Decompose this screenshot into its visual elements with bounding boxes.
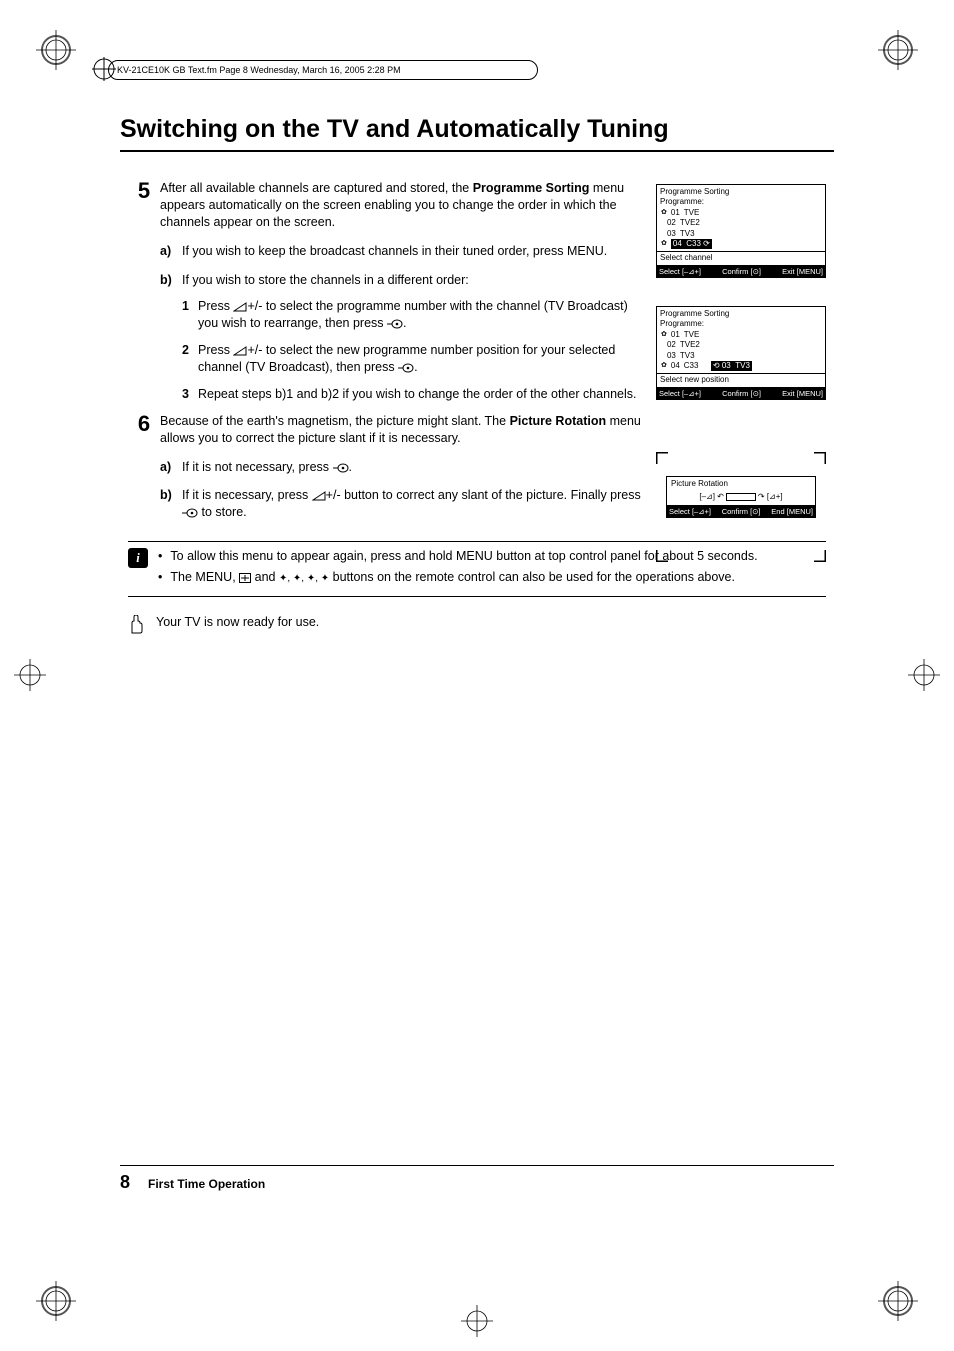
osd-footer: Select [–⊿+]Confirm [⊙]End [MENU] — [667, 505, 815, 517]
osd-row: 03TV3 — [660, 351, 822, 361]
step-intro: After all available channels are capture… — [160, 181, 624, 229]
osd-footer: Select [–⊿+]Confirm [⊙]Exit [MENU] — [657, 265, 825, 278]
registration-mark-icon — [878, 30, 918, 70]
osd-programme-sorting-2: Programme Sorting Programme: ✿01TVE 02TV… — [656, 306, 826, 400]
substep-letter: a) — [160, 243, 182, 260]
registration-mark-icon — [878, 1281, 918, 1321]
substep-text: If you wish to store the channels in a d… — [182, 272, 646, 289]
osd-title: Programme Sorting — [660, 309, 822, 319]
osd-row: 02TVE2 — [660, 218, 822, 228]
substep-text: Press +/- to select the programme number… — [198, 298, 646, 332]
volume-button-icon — [233, 346, 247, 356]
osd-row: 02TVE2 — [660, 340, 822, 350]
ok-button-icon — [387, 319, 403, 329]
osd-subtitle: Programme: — [660, 197, 822, 207]
osd-title: Picture Rotation — [667, 477, 815, 490]
info-icon: i — [128, 548, 148, 568]
substep-number: 1 — [182, 298, 198, 332]
framemaker-header: KV-21CE10K GB Text.fm Page 8 Wednesday, … — [108, 60, 538, 80]
substep-text: If it is not necessary, press . — [182, 459, 646, 476]
osd-programme-sorting-1: Programme Sorting Programme: ✿01TVE 02TV… — [656, 184, 826, 278]
step-intro: Because of the earth's magnetism, the pi… — [160, 414, 641, 445]
registration-mark-icon — [457, 1301, 497, 1341]
osd-subtitle: Programme: — [660, 319, 822, 329]
note-text: The MENU, and ✦, ✦, ✦, ✦ buttons on the … — [170, 569, 735, 586]
ok-button-icon — [398, 363, 414, 373]
osd-row: 03TV3 — [660, 229, 822, 239]
registration-mark-icon — [36, 1281, 76, 1321]
step-number: 5 — [128, 180, 160, 202]
osd-row: ✿04C33 ⟲ 03 TV3 — [660, 361, 822, 371]
substep-text: Repeat steps b)1 and b)2 if you wish to … — [198, 386, 646, 403]
osd-footer: Select [–⊿+]Confirm [⊙]Exit [MENU] — [657, 387, 825, 400]
pointing-hand-icon — [128, 615, 146, 635]
volume-button-icon — [312, 491, 326, 501]
step-number: 6 — [128, 413, 160, 435]
substep-letter: a) — [160, 459, 182, 476]
ok-button-icon — [182, 508, 198, 518]
osd-foot-label: Select new position — [657, 373, 825, 386]
substep-number: 3 — [182, 386, 198, 403]
osd-row: ✿04 C33 ⟳ — [660, 239, 822, 249]
osd-row: ✿01TVE — [660, 330, 822, 340]
osd-foot-label: Select channel — [657, 251, 825, 264]
registration-mark-icon — [904, 655, 944, 695]
page-number: 8 — [120, 1172, 130, 1193]
substep-text: Press +/- to select the new programme nu… — [198, 342, 646, 376]
substep-letter: b) — [160, 272, 182, 289]
osd-title: Programme Sorting — [660, 187, 822, 197]
osd-picture-rotation: Picture Rotation [–⊿] ↶ ↷ [⊿+] Select [–… — [656, 452, 826, 562]
volume-button-icon — [233, 302, 247, 312]
registration-mark-icon — [10, 655, 50, 695]
ready-text: Your TV is now ready for use. — [156, 615, 319, 629]
substep-text: If it is necessary, press +/- button to … — [182, 487, 646, 521]
substep-number: 2 — [182, 342, 198, 376]
page-footer: 8 First Time Operation — [120, 1165, 834, 1193]
substep-text: If you wish to keep the broadcast channe… — [182, 243, 646, 260]
page-title: Switching on the TV and Automatically Tu… — [120, 115, 834, 152]
registration-mark-icon — [36, 30, 76, 70]
substep-letter: b) — [160, 487, 182, 521]
osd-slider: [–⊿] ↶ ↷ [⊿+] — [667, 490, 815, 505]
menu-button-icon — [239, 573, 251, 583]
osd-row: ✿01TVE — [660, 208, 822, 218]
ok-button-icon — [333, 463, 349, 473]
section-name: First Time Operation — [148, 1177, 265, 1191]
